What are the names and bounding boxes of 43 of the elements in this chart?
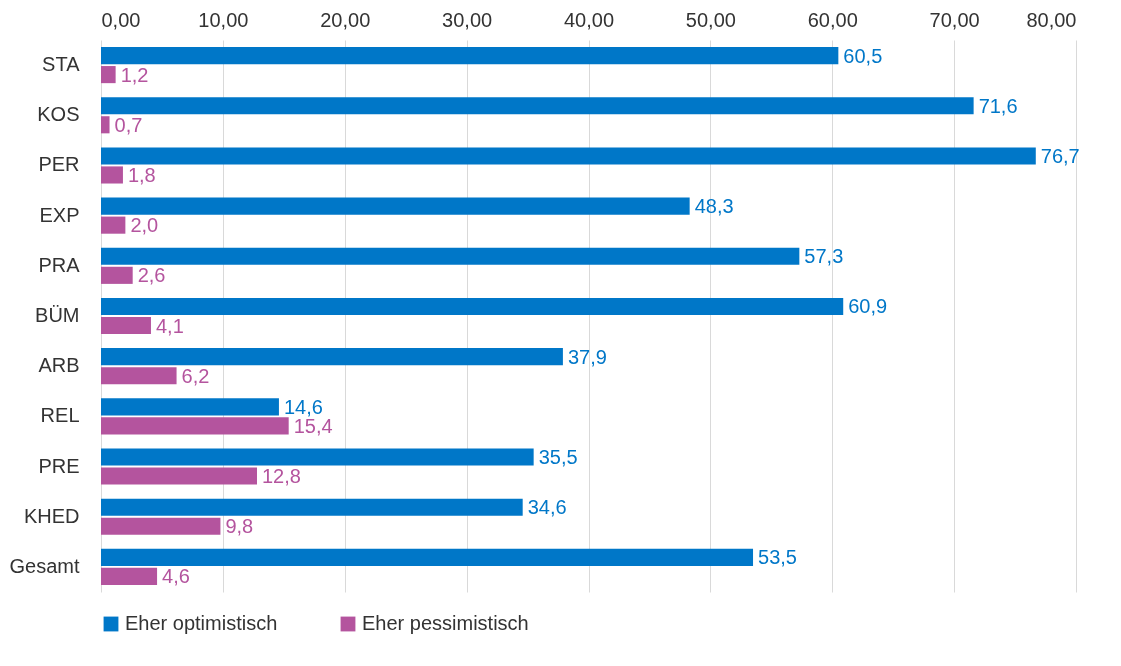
y-tick-label: PRE [38,454,80,477]
x-tick-label: 60,00 [807,8,858,31]
data-label: 60,9 [848,295,888,318]
data-label: 71,6 [978,94,1018,117]
x-tick-label: 30,00 [442,8,493,31]
data-label: 37,9 [567,345,607,368]
data-label: 0,7 [114,113,143,136]
data-label: 35,5 [538,446,578,469]
y-tick-label: KOS [37,103,80,126]
x-tick-label: 40,00 [563,8,615,31]
x-tick-label: 20,00 [320,8,371,31]
data-label: 14,6 [283,395,323,418]
data-label: 1,2 [120,63,149,86]
data-label: 60,5 [843,44,883,67]
legend-label: Eher optimistisch [125,612,278,634]
x-tick-label: 70,00 [929,8,980,31]
data-label: 4,6 [162,565,190,588]
x-tick-label: 0,00 [101,8,141,31]
x-tick-label: 50,00 [685,8,736,31]
data-label: 76,7 [1040,144,1080,167]
y-tick-label: REL [40,404,80,427]
y-tick-label: STA [42,53,81,76]
data-label: 12,8 [262,465,301,488]
data-label: 34,6 [527,496,567,519]
data-label: 1,8 [127,163,156,186]
data-label: 2,6 [137,264,166,287]
x-tick-label: 80,00 [1026,8,1077,31]
y-tick-label: PER [38,153,80,176]
data-label: 57,3 [804,245,844,268]
data-label: 2,0 [130,214,159,237]
legend-label: Eher pessimistisch [362,612,529,634]
y-tick-label: Gesamt [9,554,80,577]
data-label: 4,1 [155,314,184,337]
data-label: 53,5 [758,546,797,569]
y-tick-label: PRA [38,253,81,276]
y-tick-label: ARB [38,354,80,377]
data-label: 48,3 [694,195,734,218]
x-tick-label: 10,00 [198,8,249,31]
y-tick-label: BÜM [35,304,80,326]
data-label: 9,8 [225,515,254,538]
y-tick-label: KHED [23,504,80,527]
y-tick-label: EXP [39,203,80,226]
data-label: 6,2 [181,364,210,387]
